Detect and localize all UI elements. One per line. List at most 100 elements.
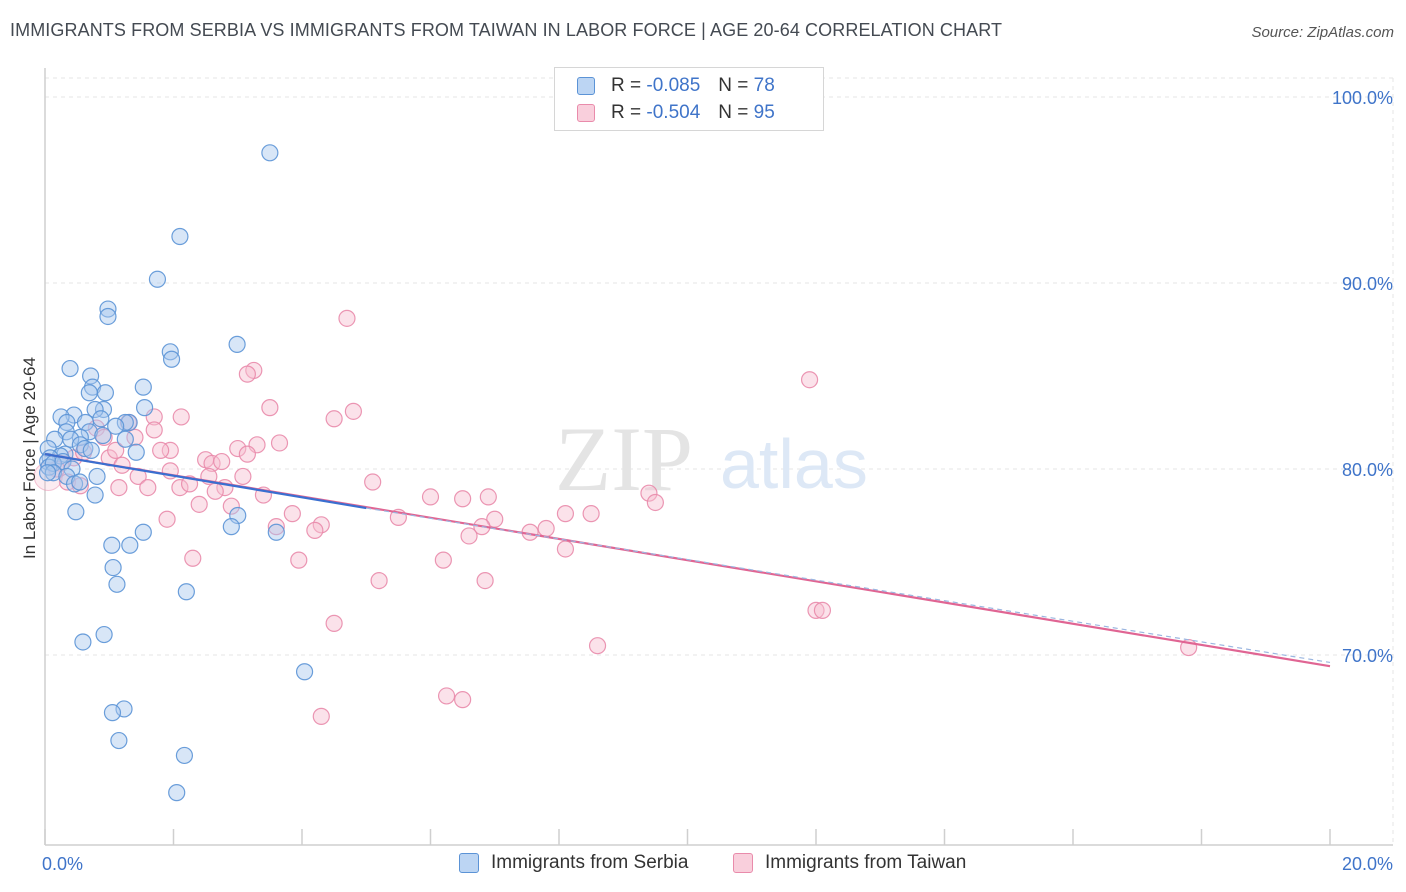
taiwan-point [640, 484, 658, 502]
serbia-point [127, 443, 145, 461]
taiwan-point [171, 479, 189, 497]
y-tick-label: 80.0% [1342, 460, 1393, 480]
serbia-point [92, 410, 110, 428]
taiwan-point [807, 601, 825, 619]
serbia-point [162, 350, 181, 368]
serbia-point [222, 518, 240, 536]
taiwan-point [213, 452, 231, 471]
correlation-legend: R = -0.085 N = 78 R = -0.504 N = 95 [554, 67, 824, 131]
taiwan-point [646, 493, 664, 512]
taiwan-point [267, 518, 285, 536]
y-tick-label: 90.0% [1342, 274, 1393, 294]
taiwan-point [172, 408, 190, 426]
serbia-point [116, 413, 134, 432]
taiwan-point [190, 495, 208, 513]
y-tick-label: 70.0% [1342, 646, 1393, 666]
serbia-point [95, 625, 113, 644]
taiwan-point [58, 473, 77, 491]
serbia-point [44, 464, 62, 482]
series-legend: Immigrants from Serbia Immigrants from T… [0, 852, 1406, 878]
legend-n-label: N = [718, 102, 749, 123]
taiwan-point [306, 521, 324, 539]
serbia-point [46, 430, 64, 448]
taiwan-point [283, 505, 301, 523]
legend-n-value: 95 [753, 102, 775, 123]
taiwan-point [588, 637, 607, 655]
taiwan-point [222, 497, 240, 515]
taiwan-point [454, 691, 472, 709]
serbia-point [61, 359, 79, 378]
source-label: Source: ZipAtlas.com [1251, 24, 1394, 41]
taiwan-point [238, 445, 256, 463]
taiwan-point [270, 434, 289, 452]
taiwan-point [139, 479, 157, 497]
serbia-point [82, 441, 100, 459]
serbia-point [175, 746, 194, 765]
taiwan-point [325, 614, 343, 632]
taiwan-point [556, 540, 575, 558]
serbia-point [80, 423, 98, 441]
serbia-point [71, 473, 89, 491]
taiwan-point [800, 371, 819, 389]
legend-swatch-serbia [577, 77, 595, 95]
legend-row-taiwan: R = -0.504 N = 95 [577, 101, 775, 125]
taiwan-point [556, 505, 575, 523]
legend-r-value: -0.085 [646, 75, 701, 96]
serbia-point [168, 784, 186, 802]
taiwan-point [370, 571, 388, 590]
taiwan-point [364, 473, 382, 491]
serbia-point [83, 378, 102, 396]
trend-line-serbia [44, 453, 367, 510]
taiwan-point [325, 410, 343, 428]
serbia-point [177, 583, 195, 601]
serbia-point [148, 270, 167, 288]
watermark-zip: ZIP [555, 408, 693, 510]
serbia-point [76, 439, 94, 458]
chart-title: IMMIGRANTS FROM SERBIA VS IMMIGRANTS FRO… [10, 20, 1003, 40]
taiwan-point [261, 399, 279, 417]
serbia-point [58, 413, 76, 432]
taiwan-point [537, 519, 555, 538]
taiwan-point [161, 441, 179, 459]
legend-item-serbia[interactable]: Immigrants from Serbia [459, 852, 688, 874]
taiwan-point [582, 505, 600, 523]
serbia-point [94, 426, 112, 445]
taiwan-point [344, 402, 362, 420]
serbia-point [134, 523, 152, 541]
taiwan-point [312, 707, 330, 725]
serbia-point [86, 400, 104, 419]
serbia-point [295, 663, 314, 681]
serbia-point [261, 144, 279, 162]
taiwan-point [813, 601, 832, 619]
serbia-point [86, 486, 104, 504]
x-tick-label: 0.0% [42, 854, 83, 874]
serbia-point [80, 384, 98, 402]
legend-row-serbia: R = -0.085 N = 78 [577, 74, 775, 98]
taiwan-point [338, 309, 356, 327]
legend-n-label: N = [718, 75, 749, 96]
serbia-point [121, 536, 139, 554]
taiwan-point [152, 441, 170, 459]
legend-label-serbia: Immigrants from Serbia [491, 852, 689, 873]
taiwan-point [434, 551, 452, 569]
taiwan-point [184, 549, 202, 567]
legend-r-value: -0.504 [646, 102, 701, 123]
serbia-point [74, 633, 92, 651]
taiwan-point [229, 439, 247, 458]
serbia-point [134, 378, 152, 396]
series-taiwan-points [33, 309, 1198, 725]
taiwan-point [234, 467, 252, 486]
legend-swatch-serbia [459, 853, 479, 873]
taiwan-point [479, 488, 497, 506]
serbia-point [116, 430, 134, 448]
serbia-point [99, 307, 117, 326]
watermark-atlas: atlas [720, 425, 868, 503]
legend-item-taiwan[interactable]: Immigrants from Taiwan [733, 852, 966, 874]
taiwan-point [421, 488, 440, 506]
taiwan-point [476, 571, 494, 590]
serbia-point [120, 413, 138, 432]
serbia-point [67, 503, 85, 521]
legend-label-taiwan: Immigrants from Taiwan [765, 852, 967, 873]
taiwan-point [460, 527, 478, 545]
